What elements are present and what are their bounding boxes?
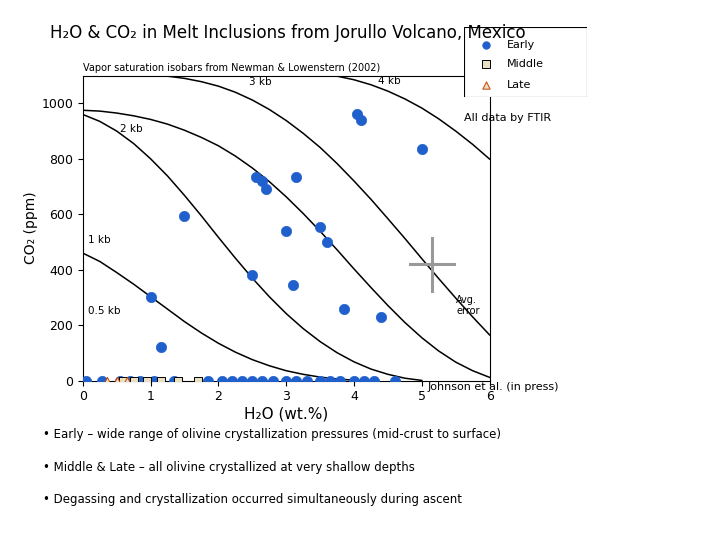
Point [179,211,190,220]
Point [481,80,492,89]
Point [267,376,279,385]
Text: Middle: Middle [508,59,544,69]
Point [236,376,248,385]
Point [359,376,370,385]
Point [481,60,492,69]
Point [246,271,258,280]
Text: Johnson et al. (in press): Johnson et al. (in press) [428,382,559,393]
Point [355,116,366,124]
Point [168,376,180,385]
Point [325,376,336,385]
Point [128,376,140,385]
Text: All data by FTIR: All data by FTIR [464,113,552,124]
Point [315,222,326,231]
Point [202,376,214,385]
Text: 4 kb: 4 kb [378,76,400,86]
Point [351,110,363,119]
Point [145,293,156,302]
FancyBboxPatch shape [464,27,587,97]
Text: • Degassing and crystallization occurred simultaneously during ascent: • Degassing and crystallization occurred… [43,493,462,506]
Point [216,376,228,385]
X-axis label: H₂O (wt.%): H₂O (wt.%) [244,406,328,421]
Point [192,376,204,385]
Point [111,376,122,385]
Point [121,376,132,385]
Point [96,376,107,385]
Point [375,313,387,321]
Point [481,40,492,49]
Point [257,376,269,385]
Point [315,376,326,385]
Point [155,376,166,385]
Y-axis label: CO₂ (ppm): CO₂ (ppm) [24,192,38,265]
Point [246,376,258,385]
Point [416,145,428,153]
Point [125,376,136,385]
Point [141,376,153,385]
Text: H₂O & CO₂ in Melt Inclusions from Jorullo Volcano, Mexico: H₂O & CO₂ in Melt Inclusions from Jorull… [50,24,526,42]
Point [321,238,333,246]
Point [338,304,350,313]
Point [280,227,292,235]
Text: Vapor saturation isobars from Newman & Lowenstern (2002): Vapor saturation isobars from Newman & L… [83,63,380,73]
Point [117,376,130,385]
Text: 1 kb: 1 kb [89,235,111,245]
Point [287,281,299,289]
Point [135,376,146,385]
Point [301,376,312,385]
Text: 2 kb: 2 kb [120,124,143,134]
Point [348,376,360,385]
Point [291,172,302,181]
Text: Avg.
error: Avg. error [456,295,480,316]
Point [172,376,184,385]
Text: 3 kb: 3 kb [249,77,271,87]
Point [260,185,271,194]
Point [114,376,126,385]
Point [369,376,380,385]
Point [101,376,112,385]
Text: • Early – wide range of olivine crystallization pressures (mid-crust to surface): • Early – wide range of olivine crystall… [43,428,501,441]
Text: • Middle & Late – all olivine crystallized at very shallow depths: • Middle & Late – all olivine crystalliz… [43,461,415,474]
Text: 0.5 kb: 0.5 kb [89,306,121,315]
Text: Late: Late [508,79,531,90]
Point [250,172,261,181]
Text: Early: Early [508,39,536,50]
Point [148,376,160,385]
Point [155,343,166,352]
Point [291,376,302,385]
Point [335,376,346,385]
Point [81,376,92,385]
Point [257,177,269,185]
Point [389,376,400,385]
Point [280,376,292,385]
Point [226,376,238,385]
